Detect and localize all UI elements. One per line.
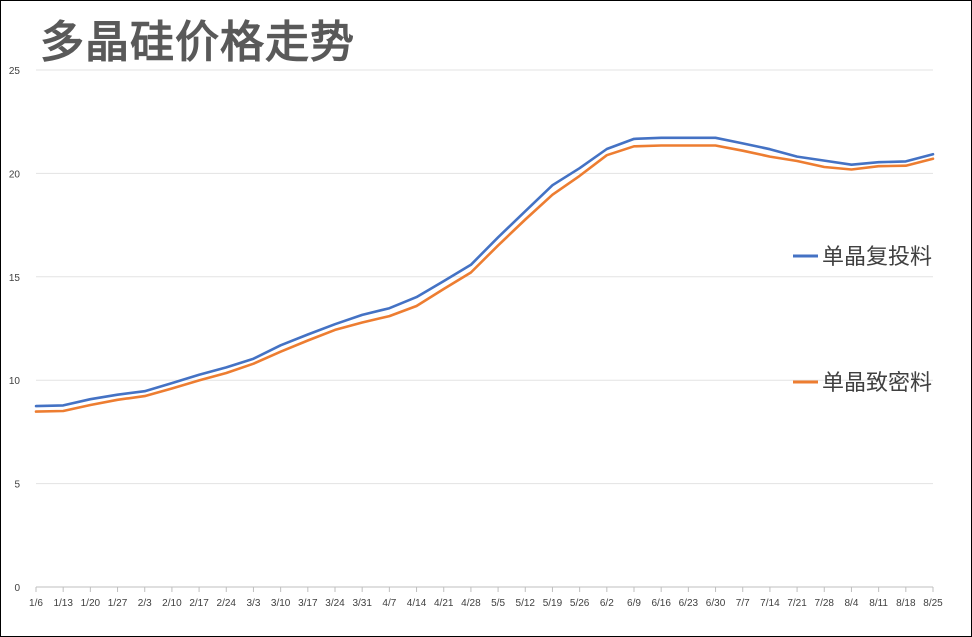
x-tick-label: 7/14 <box>760 598 780 609</box>
x-tick-label: 3/31 <box>352 598 372 609</box>
y-tick-label: 5 <box>14 480 20 491</box>
x-tick-label: 5/19 <box>543 598 563 609</box>
x-tick-label: 1/13 <box>53 598 73 609</box>
x-tick-label: 8/18 <box>896 598 916 609</box>
y-tick-label: 0 <box>14 583 20 594</box>
x-tick-label: 2/24 <box>217 598 237 609</box>
x-tick-label: 3/3 <box>247 598 261 609</box>
legend-label: 单晶致密料 <box>822 371 932 396</box>
y-tick-label: 15 <box>9 273 21 284</box>
x-tick-label: 3/24 <box>325 598 345 609</box>
x-tick-label: 2/17 <box>189 598 209 609</box>
y-tick-label: 10 <box>9 376 21 387</box>
x-tick-label: 4/21 <box>434 598 454 609</box>
series-line <box>34 136 935 408</box>
gridlines <box>36 69 933 588</box>
x-tick-label: 3/10 <box>271 598 291 609</box>
x-tick-label: 8/4 <box>845 598 859 609</box>
x-tick-label: 1/27 <box>108 598 128 609</box>
x-tick-label: 8/11 <box>869 598 888 609</box>
legend-label: 单晶复投料 <box>822 245 932 270</box>
x-tick-label: 6/16 <box>651 598 671 609</box>
x-tick-label: 5/5 <box>491 598 505 609</box>
x-tick-label: 2/10 <box>162 598 182 609</box>
chart-title: 多晶硅价格走势 <box>40 17 355 68</box>
x-tick-label: 6/9 <box>627 598 641 609</box>
x-tick-label: 7/28 <box>815 598 835 609</box>
x-tick-label: 4/14 <box>407 598 427 609</box>
x-tick-label: 4/28 <box>461 598 481 609</box>
x-tick-label: 6/23 <box>679 598 699 609</box>
x-tick-label: 1/20 <box>81 598 101 609</box>
y-axis-ticks: 0 5 10 15 20 25 <box>9 66 21 594</box>
x-axis: 1/6 1/13 1/20 1/27 2/3 2/10 2/17 2/24 3/3 3/10 3/1… <box>29 587 943 609</box>
x-tick-label: 6/30 <box>706 598 726 609</box>
y-tick-label: 20 <box>9 169 21 180</box>
series-lines <box>34 136 935 413</box>
x-tick-label: 4/7 <box>382 598 396 609</box>
x-tick-label: 5/26 <box>570 598 590 609</box>
x-tick-label: 6/2 <box>600 598 614 609</box>
x-tick-label: 7/21 <box>787 598 807 609</box>
x-tick-label: 1/6 <box>29 598 43 609</box>
x-tick-label: 5/12 <box>516 598 536 609</box>
y-tick-label: 25 <box>9 66 21 77</box>
series-line <box>34 144 935 413</box>
x-tick-label: 2/3 <box>138 598 152 609</box>
x-tick-label: 7/7 <box>736 598 750 609</box>
x-tick-label: 3/17 <box>298 598 318 609</box>
x-tick-label: 8/25 <box>923 598 943 609</box>
